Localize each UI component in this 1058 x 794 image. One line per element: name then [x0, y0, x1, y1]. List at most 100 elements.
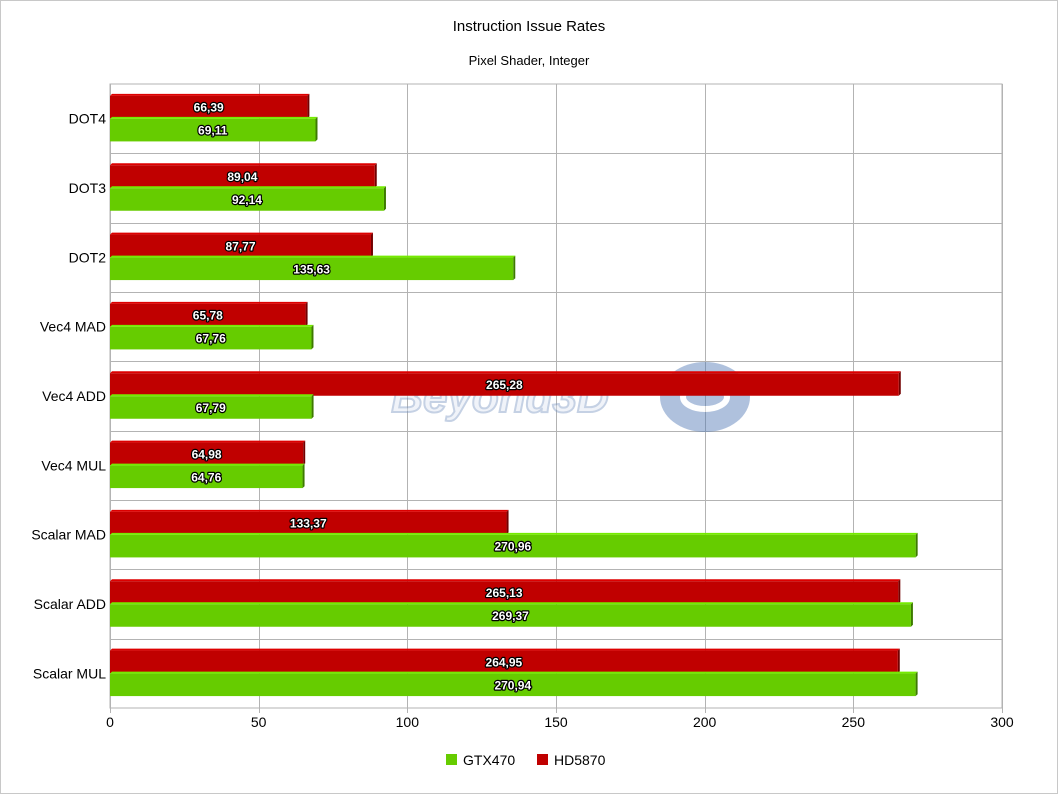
bar-top-face: [110, 532, 918, 535]
data-label: 65,78: [193, 309, 223, 323]
data-label: 66,39: [194, 101, 224, 115]
category-label: DOT2: [69, 249, 107, 265]
bar-top-face: [110, 671, 918, 674]
bar-face: [110, 534, 916, 558]
bar-gtx470: [110, 324, 314, 350]
bar-top-face: [110, 255, 516, 258]
data-label: 89,04: [227, 170, 257, 184]
bar-hd5870: [110, 163, 377, 188]
legend-label-gtx470: GTX470: [463, 752, 515, 768]
category-label: Scalar ADD: [34, 596, 106, 612]
bar-face: [110, 373, 899, 396]
bar-side-face: [506, 509, 509, 535]
chart-subtitle: Pixel Shader, Integer: [469, 53, 590, 68]
bar-face: [110, 234, 371, 258]
bar-side-face: [915, 532, 918, 558]
bar-side-face: [370, 232, 373, 258]
bar-face: [110, 257, 514, 281]
bar-top-face: [110, 186, 386, 189]
bar-top-face: [110, 324, 314, 327]
data-label: 92,14: [232, 193, 262, 207]
bar-gtx470: [110, 394, 314, 419]
bar-top-face: [110, 301, 308, 304]
chart-title: Instruction Issue Rates: [453, 18, 606, 35]
bar-hd5870: [110, 371, 901, 396]
bar-side-face: [305, 301, 308, 327]
bar-side-face: [315, 116, 318, 142]
bar-gtx470: [110, 671, 918, 697]
category-label: Scalar MAD: [31, 527, 106, 543]
bar-face: [110, 303, 306, 327]
data-label: 133,37: [290, 517, 327, 531]
data-label: 269,37: [492, 609, 529, 623]
data-label: 264,95: [486, 655, 523, 669]
bar-top-face: [110, 648, 900, 651]
legend-label-hd5870: HD5870: [554, 752, 606, 768]
category-label: Scalar MUL: [33, 665, 106, 681]
legend-swatch-hd5870: [537, 754, 548, 765]
bar-hd5870: [110, 301, 308, 327]
axes: DOT4 DOT3 DOT2 Vec4 MAD Vec4 ADD Vec4 MUL Scal…: [31, 111, 1014, 730]
data-label: 270,94: [494, 678, 531, 692]
bar-face: [110, 188, 384, 211]
x-tick-label: 300: [990, 714, 1014, 730]
bar-top-face: [110, 463, 305, 466]
bar-side-face: [311, 324, 314, 350]
bar-gtx470: [110, 532, 918, 558]
bar-face: [110, 511, 507, 535]
category-label: Vec4 MUL: [41, 457, 106, 473]
data-label: 135,63: [293, 262, 330, 276]
data-label: 265,13: [486, 586, 523, 600]
data-label: 87,77: [225, 239, 255, 253]
x-tick-label: 250: [842, 714, 866, 730]
bar-face: [110, 118, 316, 142]
legend-swatch-gtx470: [446, 754, 457, 765]
legend: GTX470 HD5870: [446, 752, 606, 768]
bar-gtx470: [110, 602, 913, 627]
bar-side-face: [307, 93, 310, 119]
data-label: 67,76: [196, 332, 226, 346]
bar-hd5870: [110, 648, 900, 674]
bar-face: [110, 650, 898, 674]
data-label: 270,96: [494, 540, 531, 554]
bar-face: [110, 165, 375, 188]
bar-hd5870: [110, 93, 310, 119]
bar-top-face: [110, 394, 314, 397]
bar-side-face: [303, 440, 306, 466]
x-tick-label: 150: [544, 714, 568, 730]
bar-hd5870: [110, 440, 306, 466]
bar-top-face: [110, 371, 901, 374]
bar-side-face: [311, 394, 314, 419]
bar-gtx470: [110, 116, 318, 142]
bar-top-face: [110, 602, 913, 605]
category-label: DOT4: [69, 111, 107, 127]
bar-side-face: [374, 163, 377, 188]
category-label: Vec4 ADD: [42, 388, 106, 404]
bar-side-face: [910, 602, 913, 627]
bar-top-face: [110, 232, 373, 235]
bar-top-face: [110, 579, 901, 582]
bar-side-face: [897, 648, 900, 674]
bar-top-face: [110, 440, 306, 443]
data-label: 64,76: [191, 470, 221, 484]
bar-side-face: [383, 186, 386, 211]
bar-hd5870: [110, 509, 509, 535]
data-label: 67,79: [196, 401, 226, 415]
bar-face: [110, 326, 312, 350]
bar-top-face: [110, 93, 310, 96]
bar-hd5870: [110, 579, 901, 604]
bar-face: [110, 465, 303, 489]
category-label: Vec4 MAD: [40, 319, 106, 335]
bar-face: [110, 442, 304, 466]
bars: 66,39 69,11 89,04 92,14 87,77 135,63 65,78 67,7…: [110, 93, 918, 697]
bar-face: [110, 95, 308, 119]
bar-gtx470: [110, 186, 386, 211]
data-label: 265,28: [486, 378, 523, 392]
x-tick-label: 100: [396, 714, 420, 730]
bar-face: [110, 396, 312, 419]
bar-gtx470: [110, 463, 305, 489]
bar-hd5870: [110, 232, 373, 258]
bar-side-face: [898, 579, 901, 604]
bar-face: [110, 581, 899, 604]
